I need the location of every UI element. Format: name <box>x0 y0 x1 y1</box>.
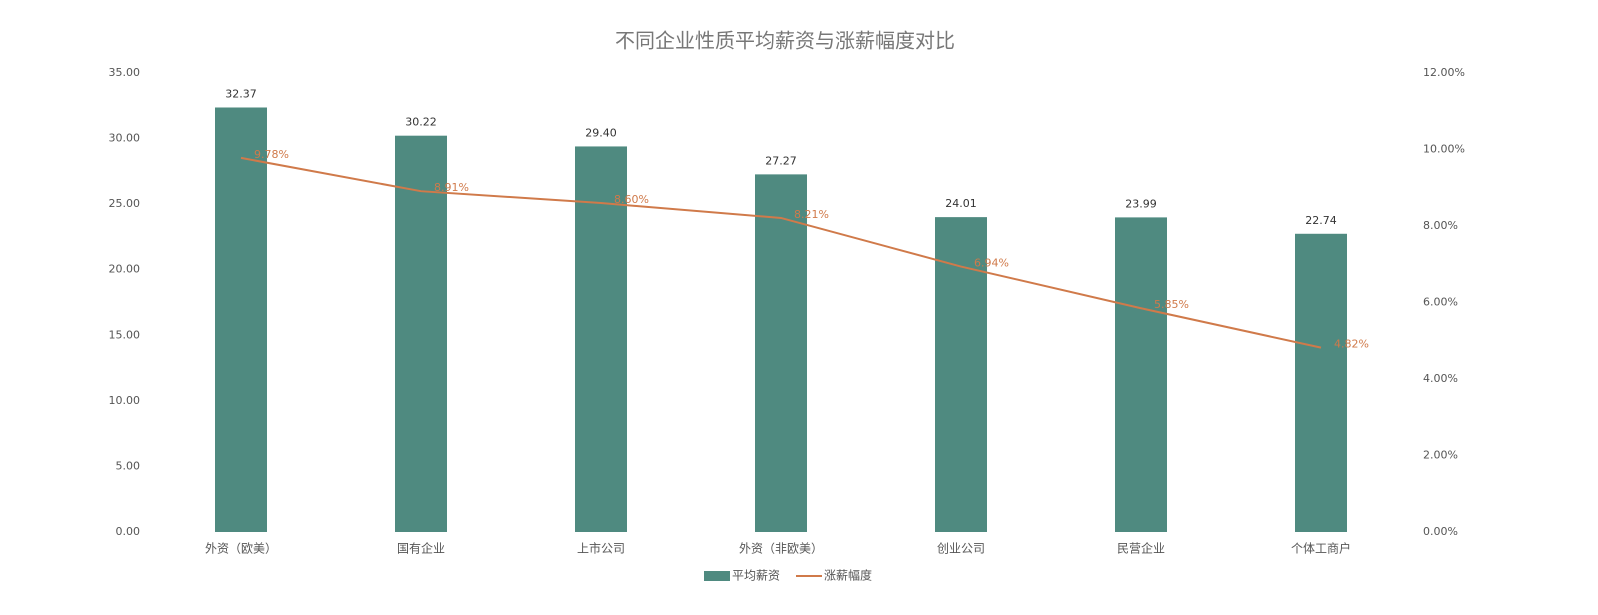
y-tick-label: 25.00 <box>109 197 141 210</box>
y-tick-label: 10.00 <box>109 394 141 407</box>
y-tick-label: 35.00 <box>109 66 141 79</box>
y2-tick-label: 10.00% <box>1423 143 1465 156</box>
bar-value-label: 27.27 <box>765 154 797 167</box>
bar <box>395 135 447 532</box>
line-value-label: 6.94% <box>974 257 1009 270</box>
x-tick-label: 民营企业 <box>1117 541 1165 556</box>
y-tick-label: 15.00 <box>109 328 141 341</box>
x-tick-label: 外资（欧美） <box>205 542 277 556</box>
bar-value-label: 24.01 <box>945 197 977 210</box>
bar <box>575 146 627 532</box>
x-tick-label: 创业公司 <box>937 542 985 556</box>
line-value-label: 8.91% <box>434 181 469 194</box>
y2-tick-label: 0.00% <box>1423 525 1458 538</box>
line-value-label: 4.82% <box>1334 338 1369 351</box>
legend-label: 涨薪幅度 <box>824 568 872 583</box>
y-tick-label: 30.00 <box>109 132 141 145</box>
y-tick-label: 0.00 <box>116 525 141 538</box>
bar-value-label: 23.99 <box>1125 197 1157 210</box>
line <box>240 156 1322 349</box>
line-value-label: 5.85% <box>1154 298 1189 311</box>
y2-tick-label: 8.00% <box>1423 219 1458 232</box>
bar <box>1115 217 1167 532</box>
line-value-label: 8.60% <box>614 193 649 206</box>
x-tick-label: 上市公司 <box>577 541 625 556</box>
bar-value-label: 32.37 <box>225 87 257 100</box>
x-tick-label: 个体工商户 <box>1291 541 1351 556</box>
bar <box>755 174 807 533</box>
y2-tick-label: 4.00% <box>1423 372 1458 385</box>
bar <box>1295 233 1347 533</box>
line-value-label: 9.78% <box>254 148 289 161</box>
x-tick-label: 外资（非欧美） <box>739 542 823 556</box>
y2-tick-label: 2.00% <box>1423 449 1458 462</box>
chart-title: 不同企业性质平均薪资与涨薪幅度对比 <box>615 29 955 53</box>
y-tick-label: 5.00 <box>116 459 141 472</box>
bar <box>215 107 267 532</box>
legend-label: 平均薪资 <box>732 569 780 583</box>
x-tick-label: 国有企业 <box>397 541 445 556</box>
legend-swatch <box>704 571 730 581</box>
y2-tick-label: 6.00% <box>1423 296 1458 309</box>
y2-tick-label: 12.00% <box>1423 66 1465 79</box>
bar-value-label: 22.74 <box>1305 214 1337 227</box>
y-tick-label: 20.00 <box>109 263 141 276</box>
line-value-label: 8.21% <box>794 208 829 221</box>
bar-value-label: 30.22 <box>405 116 437 129</box>
bar-value-label: 29.40 <box>585 126 617 139</box>
